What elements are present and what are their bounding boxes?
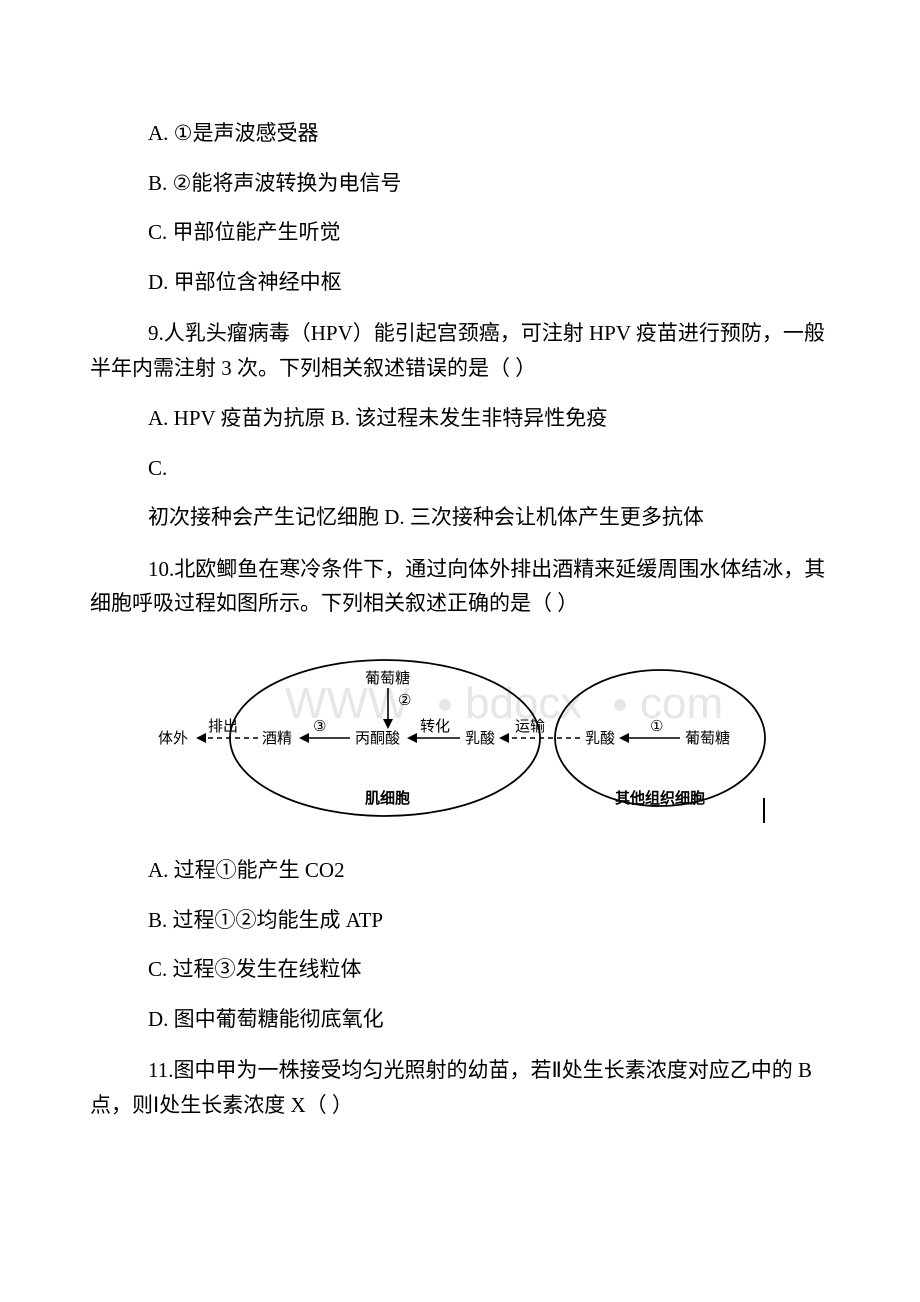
q10-option-a: A. 过程①能产生 CO2 [148, 855, 830, 887]
q10-figure: WWW bdocx com 葡萄糖 ② 体外 排出 酒精 ③ 丙酮酸 [150, 643, 770, 833]
q9-option-cd: 初次接种会产生记忆细胞 D. 三次接种会让机体产生更多抗体 [148, 502, 830, 534]
circle-2: ② [398, 692, 411, 709]
muscle-cell-label: 肌细胞 [365, 789, 410, 807]
q10-option-d: D. 图中葡萄糖能彻底氧化 [148, 1004, 830, 1036]
glucose-label-right: 葡萄糖 [685, 730, 730, 747]
other-cell-label: 其他组织细胞 [615, 789, 705, 807]
lactate-label-right: 乳酸 [585, 730, 615, 747]
q8-option-d: D. 甲部位含神经中枢 [148, 267, 830, 299]
glucose-label-left: 葡萄糖 [365, 670, 410, 687]
q8-option-c: C. 甲部位能产生听觉 [148, 217, 830, 249]
q10-option-c: C. 过程③发生在线粒体 [148, 954, 830, 986]
q10-stem: 10.北欧鲫鱼在寒冷条件下，通过向体外排出酒精来延缓周围水体结冰，其细胞呼吸过程… [90, 552, 830, 621]
q10-option-b: B. 过程①②均能生成 ATP [148, 905, 830, 937]
q9-stem: 9.人乳头瘤病毒（HPV）能引起宫颈癌，可注射 HPV 疫苗进行预防，一般半年内… [90, 316, 830, 385]
alcohol-label: 酒精 [262, 730, 292, 747]
expel-label: 排出 [208, 718, 238, 735]
q8-option-b: B. ②能将声波转换为电信号 [148, 168, 830, 200]
circle-1: ① [650, 718, 663, 735]
pyruvate-label: 丙酮酸 [355, 730, 400, 747]
q9-option-ab: A. HPV 疫苗为抗原 B. 该过程未发生非特异性免疫 [148, 403, 830, 435]
q8-option-a: A. ①是声波感受器 [148, 118, 830, 150]
q9-option-c-prefix: C. [148, 453, 830, 485]
convert-label: 转化 [420, 718, 450, 735]
transport-label: 运输 [515, 718, 545, 735]
lactate-label-left: 乳酸 [465, 730, 495, 747]
circle-3: ③ [313, 718, 326, 735]
out-body-label: 体外 [158, 730, 188, 747]
q11-stem: 11.图中甲为一株接受均匀光照射的幼苗，若Ⅱ处生长素浓度对应乙中的 B 点，则Ⅰ… [90, 1053, 830, 1122]
